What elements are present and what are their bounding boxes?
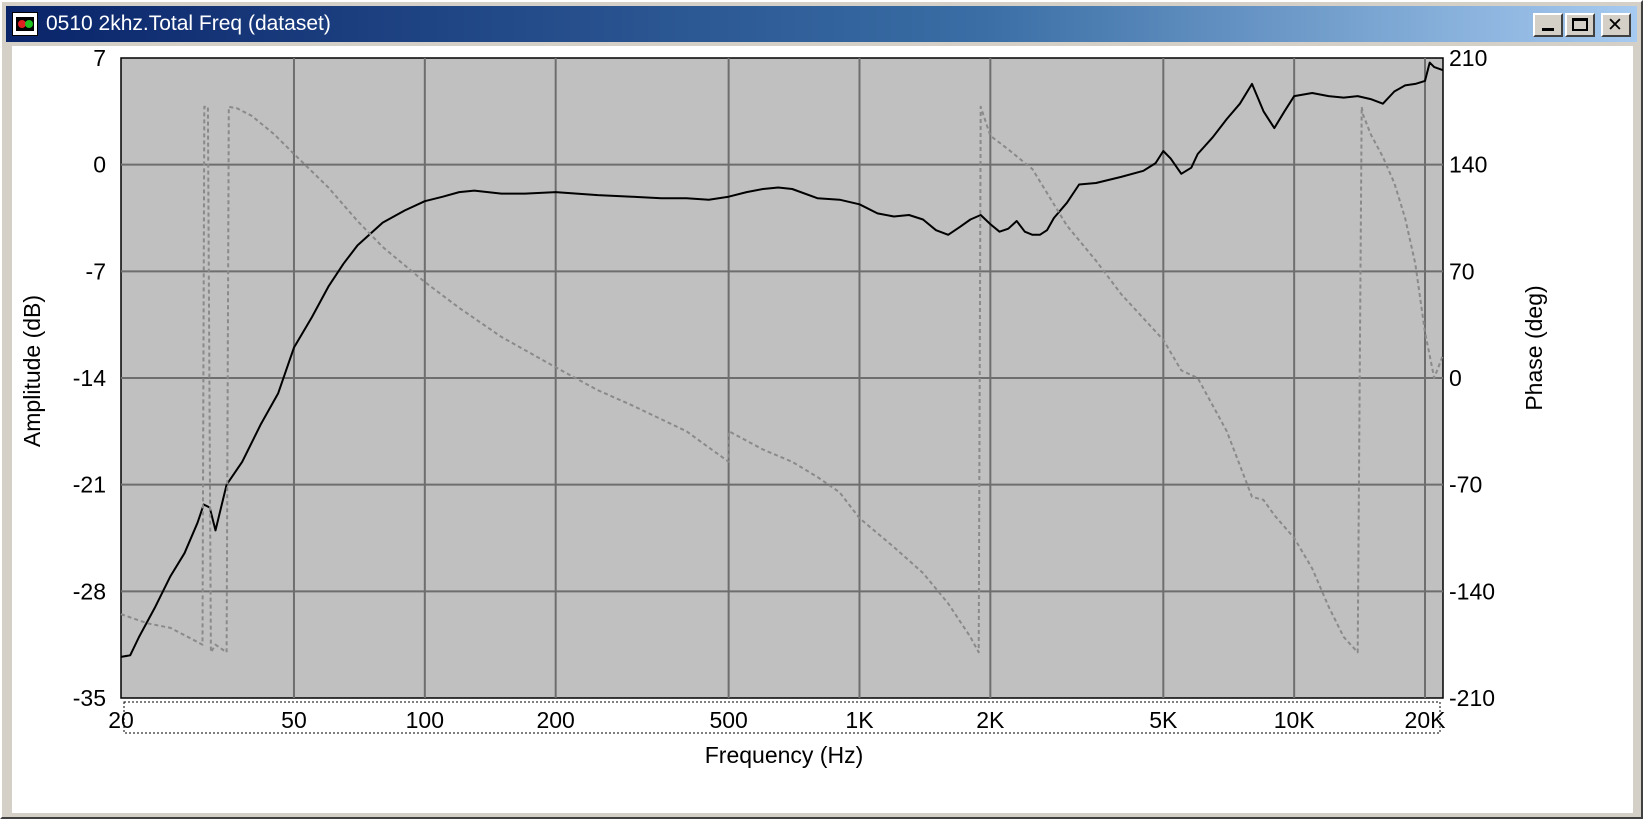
y2-tick-label: -140 xyxy=(1449,578,1495,604)
y-tick-label: -35 xyxy=(73,685,106,711)
y2-tick-label: 0 xyxy=(1449,365,1462,391)
x-tick-label: 100 xyxy=(406,707,444,733)
y2-tick-label: 140 xyxy=(1449,152,1487,178)
x-tick-label: 20 xyxy=(108,707,134,733)
y-tick-labels: 7 0 -7 -14 -21 -28 -35 xyxy=(73,45,106,711)
x-tick-label: 2K xyxy=(976,707,1005,733)
x-tick-label: 10K xyxy=(1274,707,1316,733)
phase-series-line xyxy=(120,105,1444,654)
frequency-response-chart[interactable]: 20 50 100 200 500 1K 2K 5K 10K 20K 70-7-14-21-28-… xyxy=(12,45,1633,813)
y-tick-label: -14 xyxy=(73,365,106,391)
x-tick-label: 200 xyxy=(536,707,574,733)
plot-series xyxy=(120,61,1444,658)
y2-tick-label: -210 xyxy=(1449,685,1495,711)
y-tick-label: 7 xyxy=(93,46,106,71)
x-axis-selection-box xyxy=(123,701,1441,734)
chart-area: 20 50 100 200 500 1K 2K 5K 10K 20K 7 0 -7 -14 -21 -28-… xyxy=(12,45,1633,813)
y-tick-label: 0 xyxy=(93,152,106,178)
minimize-icon xyxy=(1542,28,1554,31)
amplitude-series-line xyxy=(120,61,1444,658)
title-bar[interactable]: 0510 2khz.Total Freq (dataset) ✕ xyxy=(6,6,1637,42)
x-tick-label: 20K xyxy=(1405,707,1447,733)
y-tick-label: -7 xyxy=(86,258,106,284)
grid-lines xyxy=(121,58,1443,698)
y-axis-label: Amplitude (dB) xyxy=(19,295,45,447)
x-tick-label: 5K xyxy=(1149,707,1178,733)
window-title: 0510 2khz.Total Freq (dataset) xyxy=(46,12,331,35)
x-tick-label: 1K xyxy=(845,707,874,733)
x-tick-labels: 20 50 100 200 500 1K 2K 5K 10K 20K xyxy=(108,707,1446,733)
app-icon[interactable] xyxy=(12,12,38,36)
y2-tick-label: 70 xyxy=(1449,258,1475,284)
maximize-button[interactable] xyxy=(1565,13,1595,37)
y-tick-label: -28 xyxy=(73,578,106,604)
y2-tick-labels: 210 140 70 0 -70 -140 -210 xyxy=(1449,45,1495,711)
y2-tick-label: 210 xyxy=(1449,46,1487,71)
y-tick-label: -21 xyxy=(73,472,106,498)
x-tick-label: 500 xyxy=(709,707,747,733)
x-tick-label: 50 xyxy=(281,707,307,733)
minimize-button[interactable] xyxy=(1533,13,1563,37)
y2-axis-label: Phase (deg) xyxy=(1521,285,1547,410)
close-button[interactable]: ✕ xyxy=(1601,13,1631,37)
x-axis-label: Frequency (Hz) xyxy=(705,742,863,768)
maximize-icon xyxy=(1572,18,1588,31)
close-icon: ✕ xyxy=(1607,14,1623,36)
y2-tick-label: -70 xyxy=(1449,472,1482,498)
